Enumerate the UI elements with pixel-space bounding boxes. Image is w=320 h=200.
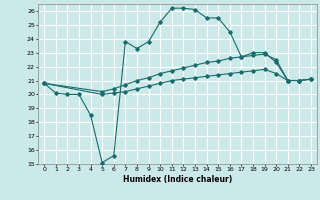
X-axis label: Humidex (Indice chaleur): Humidex (Indice chaleur) [123,175,232,184]
